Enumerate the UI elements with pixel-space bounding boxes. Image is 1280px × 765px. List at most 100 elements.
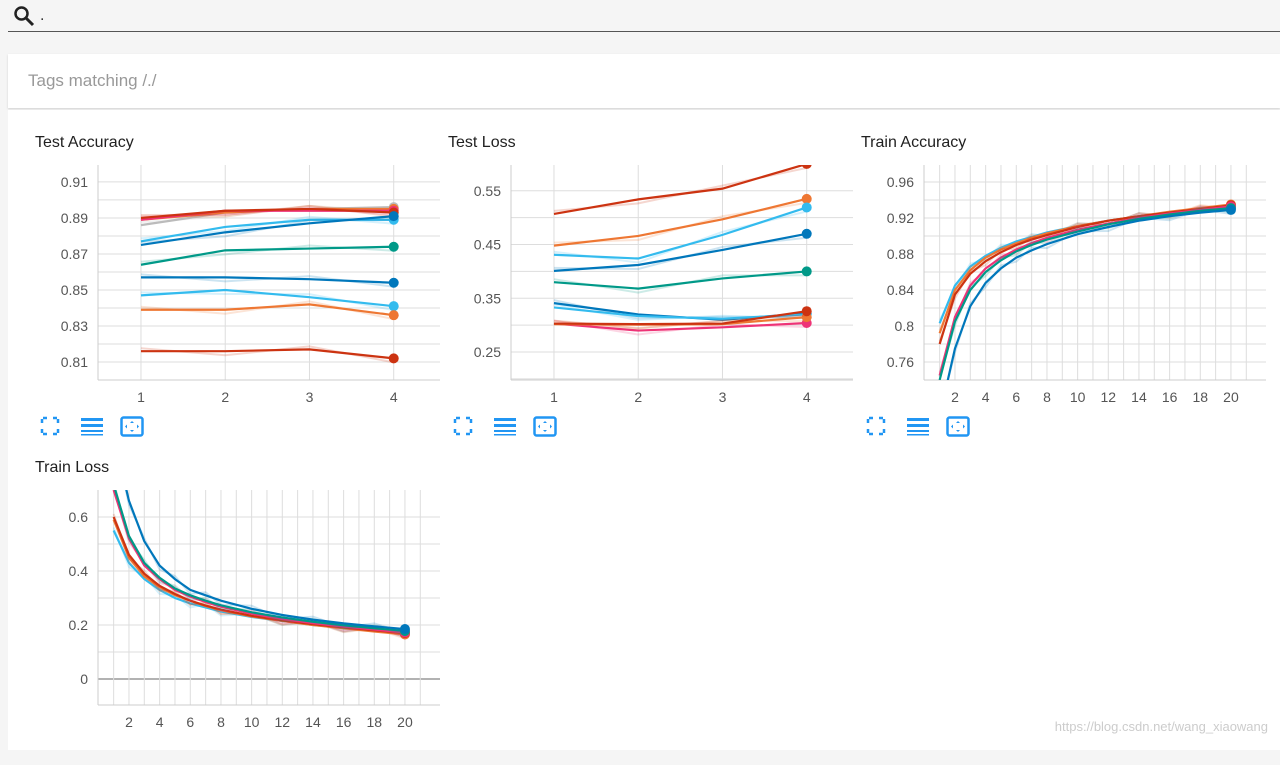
series-line[interactable] (940, 208, 1232, 410)
y-tick-label: 0.81 (61, 354, 88, 370)
y-tick-label: 0.25 (474, 344, 501, 360)
search-input[interactable]: . (40, 6, 45, 24)
series-end-point[interactable] (399, 624, 410, 635)
toggle-y-axis-log-icon[interactable] (80, 416, 104, 443)
series-end-point[interactable] (801, 193, 812, 204)
toggle-y-axis-log-icon[interactable] (906, 416, 930, 443)
chart-card: Test Loss 0.25 0.35 0.45 0.55 1 2 3 4 (443, 130, 853, 440)
chart-title: Train Loss (35, 459, 110, 476)
y-tick-label: 0.35 (474, 290, 501, 306)
y-tick-label: 0.88 (887, 246, 914, 262)
y-tick-label: 0.83 (61, 318, 88, 334)
x-tick-label: 2 (125, 714, 133, 730)
series-end-point[interactable] (388, 310, 399, 321)
x-tick-label: 18 (366, 714, 382, 730)
x-tick-label: 2 (634, 389, 642, 405)
x-tick-label: 6 (186, 714, 194, 730)
x-tick-label: 3 (306, 389, 314, 405)
series-line[interactable] (114, 485, 406, 633)
series-end-point[interactable] (801, 160, 812, 169)
x-tick-label: 2 (951, 389, 959, 405)
series-end-point[interactable] (388, 211, 399, 222)
x-tick-label: 16 (1162, 389, 1178, 405)
y-tick-label: 0.85 (61, 282, 88, 298)
y-tick-label: 0.4 (69, 563, 89, 579)
series-end-point[interactable] (801, 306, 812, 317)
series-end-point[interactable] (801, 202, 812, 213)
reset-zoom-icon[interactable] (946, 416, 970, 443)
chart-title: Test Loss (448, 134, 516, 151)
x-tick-label: 3 (719, 389, 727, 405)
watermark: https://blog.csdn.net/wang_xiaowang (1054, 719, 1268, 734)
x-tick-label: 1 (137, 389, 145, 405)
x-tick-label: 4 (390, 389, 398, 405)
series-line[interactable] (140, 245, 394, 266)
x-tick-label: 16 (336, 714, 352, 730)
series-line[interactable] (140, 207, 394, 220)
x-tick-label: 1 (550, 389, 558, 405)
series-end-point[interactable] (801, 266, 812, 277)
series-line[interactable] (140, 218, 394, 243)
x-tick-label: 12 (275, 714, 291, 730)
series-line[interactable] (140, 276, 394, 284)
series-line[interactable] (114, 485, 406, 631)
x-tick-label: 12 (1101, 389, 1117, 405)
reset-zoom-icon[interactable] (533, 416, 557, 443)
fit-to-screen-icon[interactable] (866, 416, 890, 443)
chart-card: Train Accuracy 0.76 0.8 0.84 0.88 0.92 0.96 2 4 6… (856, 130, 1266, 440)
x-tick-label: 10 (244, 714, 260, 730)
y-tick-label: 0.87 (61, 246, 88, 262)
x-tick-label: 14 (305, 714, 321, 730)
chart-card: Test Accuracy 0.81 0.83 0.85 0.87 0.89 0.91 1 2 3… (30, 130, 440, 440)
fit-to-screen-icon[interactable] (453, 416, 477, 443)
chart-title: Test Accuracy (35, 134, 134, 151)
y-tick-label: 0.76 (887, 354, 914, 370)
series-line[interactable] (553, 270, 807, 290)
series-end-point[interactable] (1225, 204, 1236, 215)
search-icon (14, 5, 35, 26)
y-tick-label: 0.89 (61, 210, 88, 226)
x-tick-label: 4 (803, 389, 811, 405)
x-tick-label: 6 (1012, 389, 1020, 405)
series-line[interactable] (140, 288, 394, 308)
y-tick-label: 0.92 (887, 210, 914, 226)
tag-filter-header[interactable]: Tags matching /./ (8, 54, 1280, 108)
tag-filter-label: Tags matching /./ (28, 71, 157, 90)
series-end-point[interactable] (801, 228, 812, 239)
y-tick-label: 0.45 (474, 237, 501, 253)
x-tick-label: 20 (1223, 389, 1239, 405)
y-tick-label: 0 (80, 671, 88, 687)
series-line[interactable] (112, 490, 406, 634)
x-tick-label: 4 (156, 714, 164, 730)
chart-plot[interactable]: 0.25 0.35 0.45 0.55 1 2 3 4 (443, 160, 853, 410)
y-tick-label: 0.6 (69, 509, 89, 525)
x-tick-label: 2 (221, 389, 229, 405)
series-line[interactable] (553, 206, 808, 260)
toggle-y-axis-log-icon[interactable] (493, 416, 517, 443)
series-line[interactable] (140, 348, 394, 360)
series-end-point[interactable] (388, 353, 399, 364)
y-tick-label: 0.8 (895, 318, 915, 334)
series-end-point[interactable] (388, 277, 399, 288)
series-end-point[interactable] (388, 241, 399, 252)
chart-title: Train Accuracy (861, 134, 967, 151)
fit-to-screen-icon[interactable] (40, 416, 64, 443)
x-tick-label: 4 (982, 389, 990, 405)
series-line[interactable] (140, 215, 394, 247)
x-tick-label: 18 (1192, 389, 1208, 405)
y-tick-label: 0.84 (887, 282, 914, 298)
series-line[interactable] (938, 207, 1232, 380)
x-tick-label: 8 (217, 714, 225, 730)
search-bar[interactable]: . (8, 0, 1280, 32)
reset-zoom-icon[interactable] (120, 416, 144, 443)
series-line[interactable] (553, 310, 807, 326)
series-end-point[interactable] (388, 301, 399, 312)
series-line[interactable] (553, 164, 807, 215)
chart-plot[interactable]: 0.81 0.83 0.85 0.87 0.89 0.91 1 2 3 4 (30, 160, 440, 410)
chart-plot[interactable]: 0.76 0.8 0.84 0.88 0.92 0.96 2 4 6 8 10 12 14 16 18 20 (856, 160, 1266, 410)
series-line[interactable] (553, 232, 807, 272)
chart-plot[interactable]: 0 0.2 0.4 0.6 2 4 6 8 10 12 14 16 18 20 (30, 485, 440, 735)
series-line[interactable] (553, 321, 807, 332)
series-line[interactable] (140, 303, 394, 317)
series-line[interactable] (553, 197, 807, 247)
